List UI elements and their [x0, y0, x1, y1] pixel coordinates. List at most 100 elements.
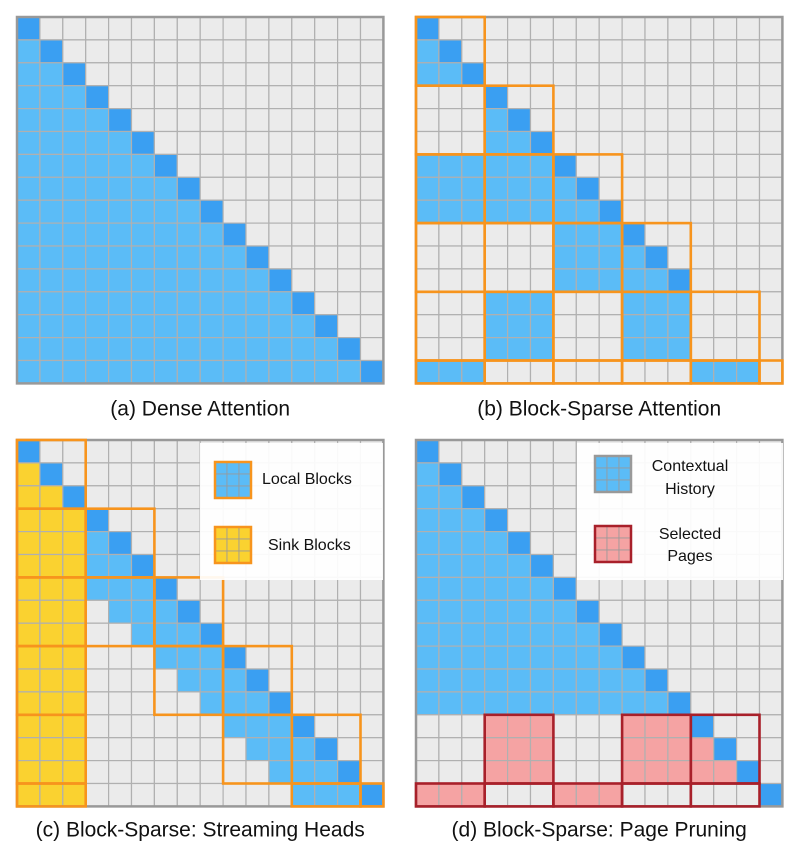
cell — [337, 691, 362, 716]
cell — [107, 508, 133, 533]
cell — [85, 16, 110, 41]
cell — [690, 576, 715, 601]
cell — [598, 130, 623, 155]
cell — [415, 576, 440, 601]
cell — [690, 314, 715, 339]
cell — [291, 291, 316, 316]
cell — [461, 576, 486, 601]
cell — [176, 691, 201, 716]
cell — [199, 130, 224, 155]
cell — [667, 759, 692, 785]
cell — [16, 245, 41, 270]
cell — [713, 759, 738, 785]
cell — [621, 645, 646, 670]
cell — [552, 691, 577, 716]
cell — [415, 16, 440, 41]
cell — [16, 759, 41, 785]
cell — [552, 530, 577, 556]
cell — [575, 107, 600, 133]
panel — [15, 15, 385, 385]
cell — [621, 576, 646, 601]
cell — [153, 268, 178, 293]
cell — [222, 291, 247, 316]
legend-icon-cell — [214, 473, 228, 487]
cell — [176, 439, 201, 464]
cell — [552, 737, 577, 762]
cell — [621, 668, 646, 693]
cell — [667, 291, 692, 316]
cell — [484, 39, 509, 64]
cell — [245, 668, 270, 693]
cell — [552, 782, 577, 807]
cell — [644, 153, 669, 178]
cell — [735, 62, 761, 87]
cell — [575, 668, 600, 693]
cell — [484, 691, 509, 716]
cell — [16, 199, 41, 224]
cell — [85, 176, 110, 201]
cell — [107, 599, 133, 624]
cell — [130, 359, 155, 384]
cell — [552, 359, 577, 384]
cell — [507, 645, 532, 670]
cell — [415, 107, 440, 133]
cell — [667, 714, 692, 739]
cell — [337, 176, 362, 201]
legend-icon-cell — [226, 538, 240, 552]
cell — [507, 153, 532, 178]
cell — [575, 268, 600, 293]
cell — [291, 576, 316, 601]
cell — [314, 85, 339, 110]
cell — [507, 622, 532, 647]
cell — [107, 576, 133, 601]
cell — [62, 508, 87, 533]
cell — [16, 714, 41, 739]
cell — [245, 130, 270, 155]
cell — [314, 622, 339, 647]
cell — [39, 130, 64, 155]
cell — [130, 599, 155, 624]
cell — [62, 359, 87, 384]
cell — [735, 245, 761, 270]
cell — [461, 85, 486, 110]
cell — [107, 85, 133, 110]
cell — [245, 153, 270, 178]
cell — [153, 130, 178, 155]
legend-icon-cell — [214, 485, 228, 499]
cell — [337, 291, 362, 316]
cell — [291, 107, 316, 133]
cell — [314, 691, 339, 716]
cell — [16, 508, 41, 533]
cell — [484, 737, 509, 762]
cell — [130, 530, 155, 556]
cell — [575, 130, 600, 155]
cell — [621, 39, 646, 64]
cell — [153, 622, 178, 647]
cell — [438, 130, 463, 155]
cell — [176, 268, 201, 293]
cell — [667, 782, 692, 807]
cell — [507, 359, 532, 384]
cell — [153, 576, 178, 601]
cell — [245, 314, 270, 339]
cell — [130, 291, 155, 316]
cell — [758, 222, 783, 247]
cell — [130, 622, 155, 647]
cell — [107, 107, 133, 133]
cell — [337, 107, 362, 133]
cell — [107, 530, 133, 556]
cell — [85, 85, 110, 110]
cell — [337, 153, 362, 178]
cell — [644, 782, 669, 807]
cell — [461, 62, 486, 87]
cell — [62, 39, 87, 64]
cell — [552, 439, 577, 464]
cell — [107, 759, 133, 785]
cell — [359, 622, 384, 647]
cell — [291, 314, 316, 339]
cell — [415, 759, 440, 785]
cell — [690, 199, 715, 224]
cell — [415, 39, 440, 64]
cell — [690, 782, 715, 807]
cell — [62, 439, 87, 464]
